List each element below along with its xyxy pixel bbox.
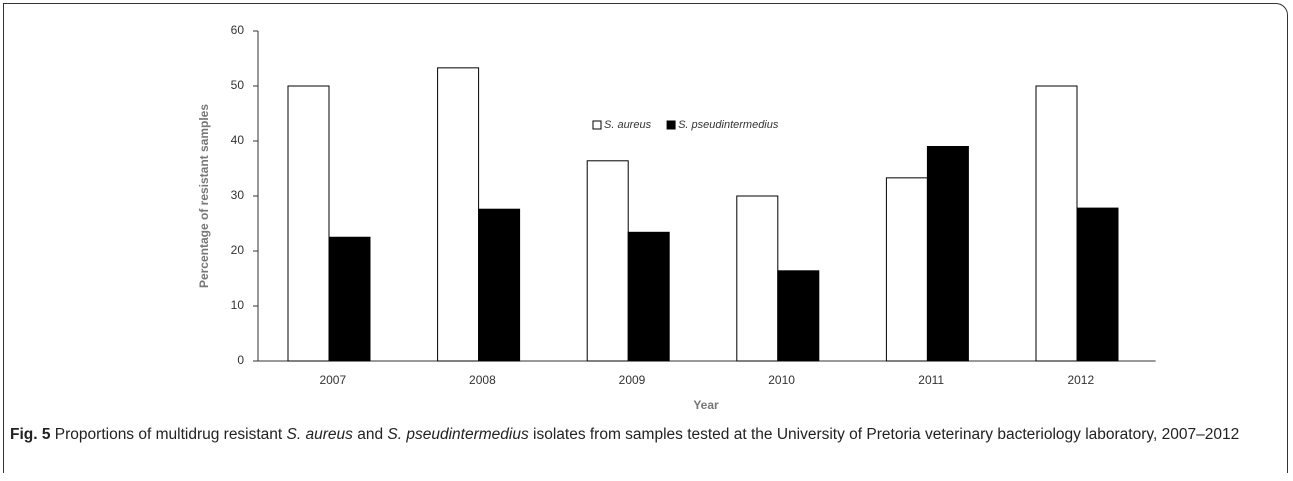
y-tick-label: 10 xyxy=(231,298,245,312)
caption-text: Proportions of multidrug resistant xyxy=(54,426,287,443)
bar xyxy=(287,85,330,362)
x-tick-label: 2011 xyxy=(918,373,944,387)
caption-text: and xyxy=(352,426,388,443)
bar xyxy=(1076,207,1119,362)
x-tick-label: 2010 xyxy=(768,373,795,387)
y-tick-label: 20 xyxy=(231,243,245,257)
legend-label: S. aureus xyxy=(604,119,652,131)
x-tick-label: 2009 xyxy=(619,373,646,387)
bar xyxy=(627,231,670,362)
chart: Percentage of resistant samples Year 0 10… xyxy=(197,23,1156,412)
x-tick-label: 2012 xyxy=(1067,373,1094,387)
bar xyxy=(926,146,969,362)
figure-frame xyxy=(3,3,1288,473)
legend-label: S. pseudintermedius xyxy=(678,119,779,131)
y-axis-label: Percentage of resistant samples xyxy=(197,104,211,288)
bar xyxy=(1035,85,1078,362)
y-tick-label: 30 xyxy=(231,188,245,202)
caption-label: Fig. 5 xyxy=(10,426,51,443)
bar xyxy=(478,208,521,362)
caption-species: S. aureus xyxy=(286,426,353,443)
legend-swatch xyxy=(666,120,676,130)
bar xyxy=(885,177,928,362)
bar xyxy=(328,236,371,362)
bar xyxy=(437,67,480,362)
bar xyxy=(736,195,779,362)
bar xyxy=(777,270,820,362)
bar xyxy=(586,160,629,362)
x-tick-label: 2007 xyxy=(319,373,346,387)
caption: Fig. 5 Proportions of multidrug resistan… xyxy=(10,424,1275,445)
caption-text: isolates from samples tested at the Univ… xyxy=(528,426,1240,443)
y-tick-label: 40 xyxy=(231,133,245,147)
x-axis-label: Year xyxy=(693,398,719,412)
caption-species: S. pseudintermedius xyxy=(387,426,529,443)
y-tick-label: 50 xyxy=(231,78,245,92)
x-tick-label: 2008 xyxy=(469,373,496,387)
legend-swatch xyxy=(592,120,602,130)
y-tick-label: 60 xyxy=(231,23,245,37)
y-tick-label: 0 xyxy=(237,353,244,367)
